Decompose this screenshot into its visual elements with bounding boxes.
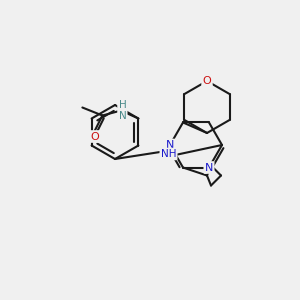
Text: H
N: H N — [118, 100, 126, 121]
Text: N: N — [166, 140, 174, 150]
Text: NH: NH — [161, 149, 176, 159]
Text: N: N — [205, 163, 213, 172]
Text: O: O — [202, 76, 211, 86]
Text: O: O — [90, 131, 99, 142]
